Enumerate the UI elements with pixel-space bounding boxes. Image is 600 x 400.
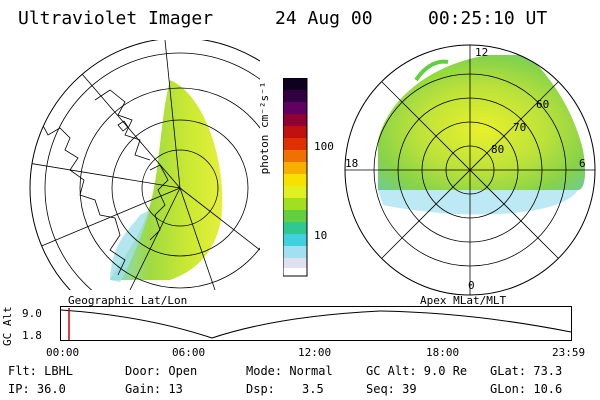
right-map-caption: Apex MLat/MLT <box>420 294 507 307</box>
mlat-label-80: 80 <box>491 143 505 156</box>
aurora-emission-right <box>378 55 586 190</box>
date-label: 24 Aug 00 <box>275 8 373 29</box>
color-scale-bar <box>283 78 308 277</box>
dsp-label: Dsp: <box>246 382 275 396</box>
xtick-1200: 12:00 <box>298 346 332 359</box>
mode-info: Mode: Normal <box>246 364 333 378</box>
glat-info: GLat: 73.3 <box>490 364 563 378</box>
altitude-curve <box>60 309 572 339</box>
altitude-ytick-min: 1.8 <box>22 329 42 342</box>
time-label: 00:25:10 UT <box>428 8 548 29</box>
gc-alt-info: GC Alt: 9.0 Re <box>366 364 468 378</box>
aurora-emission-left-scatter <box>110 210 150 282</box>
xtick-0000: 00:00 <box>46 346 80 359</box>
filter-info: Flt: LBHL <box>8 364 74 378</box>
glon-info: GLon: 10.6 <box>490 382 563 396</box>
altitude-ytick-max: 9.0 <box>22 307 42 320</box>
mlt-label-18: 18 <box>345 157 359 170</box>
apex-map <box>344 44 596 296</box>
mlat-label-60: 60 <box>536 98 550 111</box>
aurora-emission-right-edge <box>378 190 578 215</box>
mlt-label-12: 12 <box>475 46 489 59</box>
xtick-1800: 18:00 <box>426 346 460 359</box>
gain-info: Gain: 13 <box>125 382 183 396</box>
left-map-caption: Geographic Lat/Lon <box>68 294 188 307</box>
mlt-label-0: 0 <box>468 279 475 292</box>
coastline <box>30 119 126 276</box>
door-info: Door: Open <box>125 364 198 378</box>
xtick-2359: 23:59 <box>552 346 586 359</box>
geographic-map <box>29 40 260 290</box>
colorbar-tick-100: 100 <box>314 140 334 153</box>
dsp-value: 3.5 <box>302 382 324 396</box>
colorbar-unit-label: photon cm⁻²s⁻¹ <box>258 81 271 175</box>
xtick-0600: 06:00 <box>172 346 206 359</box>
mlat-label-70: 70 <box>513 121 527 134</box>
altitude-plot <box>60 306 572 341</box>
ip-info: IP: 36.0 <box>8 382 66 396</box>
altitude-ylabel: GC Alt <box>1 306 14 346</box>
seq-info: Seq: 39 <box>366 382 417 396</box>
colorbar-tick-10: 10 <box>314 229 328 242</box>
instrument-title: Ultraviolet Imager <box>18 8 214 29</box>
mlt-label-6: 6 <box>579 157 586 170</box>
